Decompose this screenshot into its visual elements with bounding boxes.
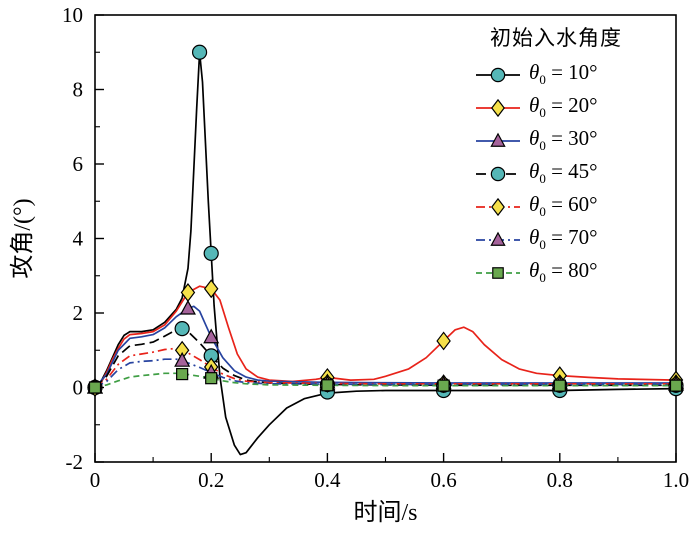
data-point-marker bbox=[203, 328, 220, 344]
data-point-marker bbox=[492, 266, 504, 279]
x-tick-label: 0.8 bbox=[547, 468, 573, 492]
data-point-marker bbox=[490, 132, 506, 147]
legend-swatch-30-icon bbox=[476, 132, 520, 147]
y-tick-label: 10 bbox=[62, 3, 83, 27]
data-point-marker bbox=[437, 379, 450, 392]
theta-subscript: 0 bbox=[539, 105, 546, 121]
theta-symbol: θ bbox=[529, 225, 540, 250]
legend-item-60: θ0 = 60° bbox=[474, 190, 689, 223]
x-tick-label: 0.4 bbox=[314, 468, 341, 492]
y-tick-label: 8 bbox=[73, 78, 84, 102]
theta-symbol: θ bbox=[529, 126, 540, 151]
x-tick-label: 0.2 bbox=[198, 468, 224, 492]
legend-swatch-45-icon bbox=[476, 166, 520, 181]
legend-swatch-70-icon bbox=[476, 231, 520, 246]
legend: 初始入水角度 θ0 = 10° θ0 = 20° θ0 = 30° θ0 = 4… bbox=[474, 22, 689, 289]
theta-symbol: θ bbox=[529, 60, 540, 85]
theta-symbol: θ bbox=[529, 159, 540, 184]
legend-label-45: θ0 = 45° bbox=[529, 159, 598, 187]
legend-label-80: θ0 = 80° bbox=[529, 258, 598, 286]
theta-symbol: θ bbox=[529, 258, 540, 283]
theta-symbol: θ bbox=[529, 192, 540, 217]
legend-item-10: θ0 = 10° bbox=[474, 58, 689, 91]
data-point-marker bbox=[88, 381, 102, 394]
legend-swatch-10-icon bbox=[476, 67, 520, 82]
legend-item-70: θ0 = 70° bbox=[474, 223, 689, 256]
legend-value: = 70° bbox=[545, 225, 598, 250]
legend-label-10: θ0 = 10° bbox=[529, 60, 598, 88]
data-point-marker bbox=[203, 245, 219, 261]
y-axis-label: 攻角/(°) bbox=[9, 198, 36, 278]
data-point-marker bbox=[176, 367, 189, 381]
legend-value: = 60° bbox=[545, 192, 598, 217]
data-point-marker bbox=[321, 379, 334, 392]
data-point-marker bbox=[191, 44, 208, 60]
theta-subscript: 0 bbox=[539, 72, 546, 88]
legend-label-30: θ0 = 30° bbox=[529, 126, 598, 154]
legend-value: = 30° bbox=[545, 126, 598, 151]
data-point-marker bbox=[174, 351, 191, 367]
legend-swatch-80-icon bbox=[476, 266, 520, 279]
legend-swatch-60-icon bbox=[476, 197, 520, 216]
data-point-marker bbox=[669, 379, 683, 392]
theta-subscript: 0 bbox=[539, 171, 546, 187]
legend-value: = 80° bbox=[545, 258, 598, 283]
legend-item-45: θ0 = 45° bbox=[474, 157, 689, 190]
y-tick-label: 2 bbox=[73, 301, 84, 325]
y-tick-label: -2 bbox=[66, 450, 84, 474]
y-tick-label: 6 bbox=[73, 152, 84, 176]
legend-item-20: θ0 = 20° bbox=[474, 91, 689, 124]
data-point-marker bbox=[491, 98, 505, 117]
theta-subscript: 0 bbox=[539, 138, 546, 154]
legend-item-30: θ0 = 30° bbox=[474, 124, 689, 157]
legend-value: = 45° bbox=[545, 159, 598, 184]
theta-subscript: 0 bbox=[539, 270, 546, 286]
legend-swatch-20-icon bbox=[476, 98, 520, 117]
theta-subscript: 0 bbox=[539, 204, 546, 220]
series-line-2 bbox=[94, 305, 676, 389]
legend-label-70: θ0 = 70° bbox=[529, 225, 598, 253]
x-axis-label: 时间/s bbox=[353, 499, 417, 526]
data-point-marker bbox=[490, 231, 506, 246]
legend-label-60: θ0 = 60° bbox=[529, 192, 598, 220]
data-point-marker bbox=[174, 321, 190, 337]
y-tick-label: 4 bbox=[73, 227, 84, 251]
legend-label-20: θ0 = 20° bbox=[529, 93, 598, 121]
y-tick-label: 0 bbox=[73, 376, 84, 400]
legend-value: = 10° bbox=[545, 60, 598, 85]
data-point-marker bbox=[436, 331, 451, 351]
data-point-marker bbox=[553, 379, 566, 392]
x-tick-label: 0.6 bbox=[430, 468, 456, 492]
data-point-marker bbox=[490, 166, 506, 181]
legend-title: 初始入水角度 bbox=[490, 26, 622, 50]
x-tick-label: 1.0 bbox=[663, 468, 689, 492]
x-tick-label: 0 bbox=[90, 468, 101, 492]
data-point-marker bbox=[490, 67, 506, 82]
data-point-marker bbox=[491, 197, 505, 216]
theta-subscript: 0 bbox=[539, 237, 546, 253]
data-point-marker bbox=[179, 299, 196, 315]
theta-symbol: θ bbox=[529, 93, 540, 118]
legend-value: = 20° bbox=[545, 93, 598, 118]
data-point-marker bbox=[203, 279, 219, 299]
series-line-3 bbox=[94, 327, 676, 389]
legend-item-80: θ0 = 80° bbox=[474, 256, 689, 289]
data-point-marker bbox=[205, 372, 218, 385]
